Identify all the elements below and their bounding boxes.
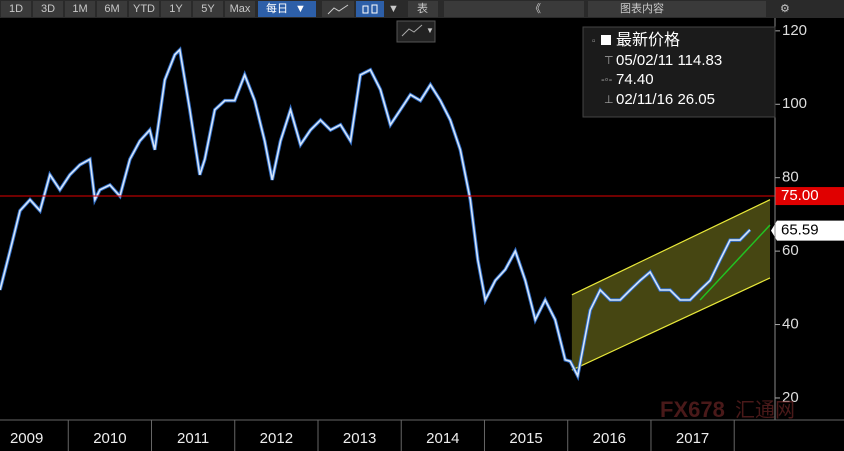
dropdown-arrow: ▼ bbox=[426, 26, 434, 35]
x-tick-label: 2014 bbox=[426, 430, 459, 447]
price-line bbox=[0, 48, 751, 379]
x-tick-label: 2016 bbox=[593, 430, 626, 447]
collapse-icon[interactable]: 《 bbox=[530, 2, 541, 15]
legend-name: 最新价格 bbox=[616, 31, 680, 49]
range-label: YTD bbox=[133, 3, 155, 15]
y-tick-label: 20 bbox=[782, 389, 799, 406]
last-value-label: 65.59 bbox=[781, 222, 819, 239]
x-tick-label: 2010 bbox=[93, 430, 126, 447]
x-tick-label: 2012 bbox=[260, 430, 293, 447]
range-label: 6M bbox=[104, 3, 119, 15]
candle-icon-button[interactable] bbox=[356, 1, 384, 17]
range-label: 1M bbox=[72, 3, 87, 15]
candle-icon bbox=[371, 4, 378, 14]
legend-icon: -◦- bbox=[601, 74, 613, 86]
settings-icon[interactable]: ⚙ bbox=[780, 3, 790, 15]
chart-contents: 图表内容 bbox=[620, 1, 664, 15]
range-button[interactable] bbox=[33, 1, 63, 17]
reference-label: 75.00 bbox=[781, 187, 819, 204]
x-tick-label: 2011 bbox=[177, 430, 209, 447]
legend-high: 05/02/11 114.83 bbox=[616, 52, 722, 69]
table-label: 表 bbox=[417, 1, 428, 15]
contents-button[interactable] bbox=[588, 1, 766, 17]
frequency-button[interactable] bbox=[258, 1, 316, 17]
legend-box bbox=[582, 26, 776, 118]
channel-fill bbox=[571, 199, 771, 371]
chart-type-button[interactable] bbox=[396, 20, 436, 43]
x-tick-label: 2015 bbox=[509, 430, 542, 447]
x-tick-label: 2009 bbox=[10, 430, 43, 447]
trend-line bbox=[699, 224, 771, 301]
x-tick-label: 2013 bbox=[343, 430, 376, 447]
y-tick-label: 120 bbox=[782, 22, 807, 39]
dropdown-arrow: ▼ bbox=[388, 3, 399, 15]
legend-icon: ⊥ bbox=[604, 94, 614, 106]
range-button[interactable] bbox=[193, 1, 223, 17]
legend-icon: ⊤ bbox=[604, 55, 614, 67]
y-tick-label: 60 bbox=[782, 242, 799, 259]
y-tick-label: 80 bbox=[782, 169, 799, 186]
legend-low: 02/11/16 26.05 bbox=[616, 91, 715, 108]
x-tick-label: 2017 bbox=[676, 430, 709, 447]
range-label: 1D bbox=[9, 3, 23, 15]
legend-swatch bbox=[601, 35, 611, 45]
dropdown-arrow: ▼ bbox=[295, 3, 306, 15]
legend-last: 74.40 bbox=[616, 71, 654, 88]
line-icon bbox=[327, 4, 349, 15]
candle-icon bbox=[362, 5, 369, 14]
y-tick-label: 100 bbox=[782, 95, 807, 112]
channel-upper bbox=[571, 199, 771, 296]
watermark-name: 汇通网 bbox=[735, 398, 795, 421]
reference-tag bbox=[775, 187, 844, 206]
watermark-code: FX678 bbox=[660, 397, 725, 422]
range-button[interactable] bbox=[65, 1, 95, 17]
range-button[interactable] bbox=[161, 1, 191, 17]
range-label: 5Y bbox=[201, 3, 215, 15]
range-label: Max bbox=[230, 3, 251, 15]
range-button[interactable] bbox=[97, 1, 127, 17]
plot-area bbox=[0, 46, 771, 382]
y-tick-label: 40 bbox=[782, 316, 799, 333]
chart-type-icon bbox=[401, 24, 423, 37]
range-label: 3D bbox=[41, 3, 55, 15]
range-button[interactable] bbox=[129, 1, 159, 17]
table-button[interactable] bbox=[408, 1, 438, 17]
range-buttons: 1D 3D 1M 6M YTD 1Y 5Y Max bbox=[1, 1, 255, 17]
spacer bbox=[444, 1, 584, 17]
legend-icon: ▫ bbox=[592, 35, 595, 45]
range-button[interactable] bbox=[225, 1, 255, 17]
channel-lower bbox=[571, 277, 771, 371]
plot: 75.00 65.59 20 40 60 80 100 120 2009 2010 2011 2012… bbox=[0, 18, 844, 451]
range-label: 1Y bbox=[169, 3, 183, 15]
range-button[interactable] bbox=[1, 1, 31, 17]
frequency: 每日 bbox=[266, 1, 288, 15]
line-icon-button[interactable] bbox=[322, 1, 354, 17]
last-value-tag bbox=[771, 220, 844, 241]
